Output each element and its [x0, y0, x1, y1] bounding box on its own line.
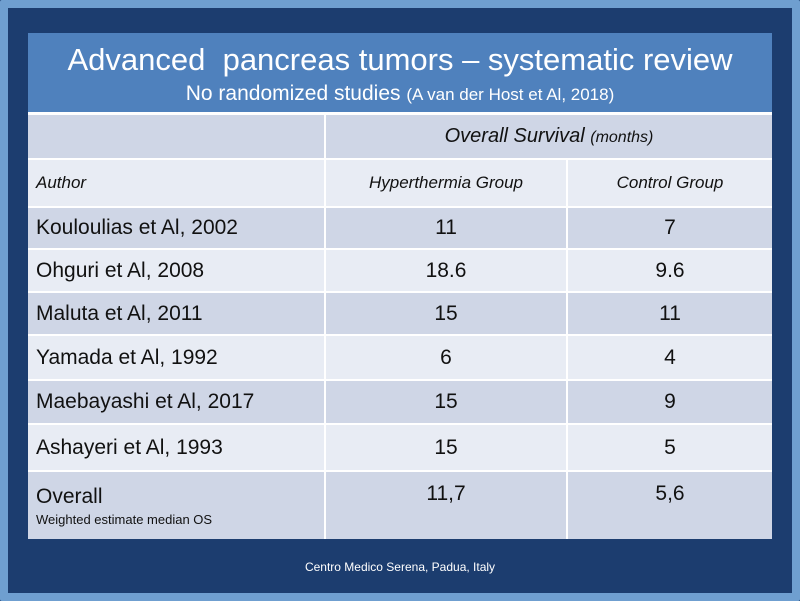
- control-cell: 4: [566, 336, 772, 379]
- control-cell: 11: [566, 293, 772, 334]
- control-cell: 5: [566, 425, 772, 470]
- author-cell: Ashayeri et Al, 1993: [36, 435, 223, 459]
- overall-row: Overall Weighted estimate median OS 11,7…: [28, 472, 772, 539]
- control-cell: 9: [566, 381, 772, 423]
- overall-survival-unit: (months): [590, 129, 654, 146]
- overall-survival-header: Overall Survival (months): [324, 115, 772, 158]
- hyperthermia-column-header: Hyperthermia Group: [324, 160, 566, 206]
- author-cell: Maebayashi et Al, 2017: [36, 390, 255, 413]
- author-cell: Maluta et Al, 2011: [36, 301, 203, 325]
- footer-text: Centro Medico Serena, Padua, Italy: [304, 560, 496, 574]
- overall-survival-label: Overall Survival: [444, 125, 585, 147]
- hyperthermia-cell: 6: [324, 336, 566, 379]
- subtitle-text: No randomized studies: [185, 82, 401, 105]
- table-row: Kouloulias et Al, 2002 11 7: [28, 208, 772, 250]
- overall-label-cell: Overall Weighted estimate median OS: [28, 472, 324, 539]
- hyperthermia-cell: 11: [324, 208, 566, 248]
- overall-label: Overall: [36, 484, 103, 508]
- title-band: Advanced pancreas tumors – systematic re…: [28, 33, 772, 115]
- table-row: Ashayeri et Al, 1993 15 5: [28, 425, 772, 472]
- overall-hyperthermia-cell: 11,7: [324, 472, 566, 539]
- author-column-header: Author: [36, 173, 87, 192]
- control-cell: 7: [566, 208, 772, 248]
- table-row: Maebayashi et Al, 2017 15 9: [28, 381, 772, 425]
- subtitle-citation: (A van der Host et Al, 2018): [406, 85, 615, 104]
- table-row: Yamada et Al, 1992 6 4: [28, 336, 772, 381]
- hyperthermia-cell: 18.6: [324, 250, 566, 291]
- slide-title: Advanced pancreas tumors – systematic re…: [67, 42, 733, 77]
- control-column-header: Control Group: [566, 160, 772, 206]
- group-header-row: Overall Survival (months): [28, 115, 772, 160]
- hyperthermia-cell: 15: [324, 381, 566, 423]
- hyperthermia-cell: 15: [324, 293, 566, 334]
- table-row: Maluta et Al, 2011 15 11: [28, 293, 772, 336]
- hyperthermia-cell: 15: [324, 425, 566, 470]
- overall-control-cell: 5,6: [566, 472, 772, 539]
- group-header-empty-cell: [28, 115, 324, 158]
- author-cell: Ohguri et Al, 2008: [36, 258, 205, 282]
- control-cell: 9.6: [566, 250, 772, 291]
- slide-subtitle: No randomized studies (A van der Host et…: [28, 81, 772, 108]
- author-cell: Yamada et Al, 1992: [36, 345, 218, 369]
- author-cell: Kouloulias et Al, 2002: [36, 216, 238, 239]
- column-header-row: Author Hyperthermia Group Control Group: [28, 160, 772, 208]
- overall-note: Weighted estimate median OS: [36, 511, 213, 527]
- table-row: Ohguri et Al, 2008 18.6 9.6: [28, 250, 772, 293]
